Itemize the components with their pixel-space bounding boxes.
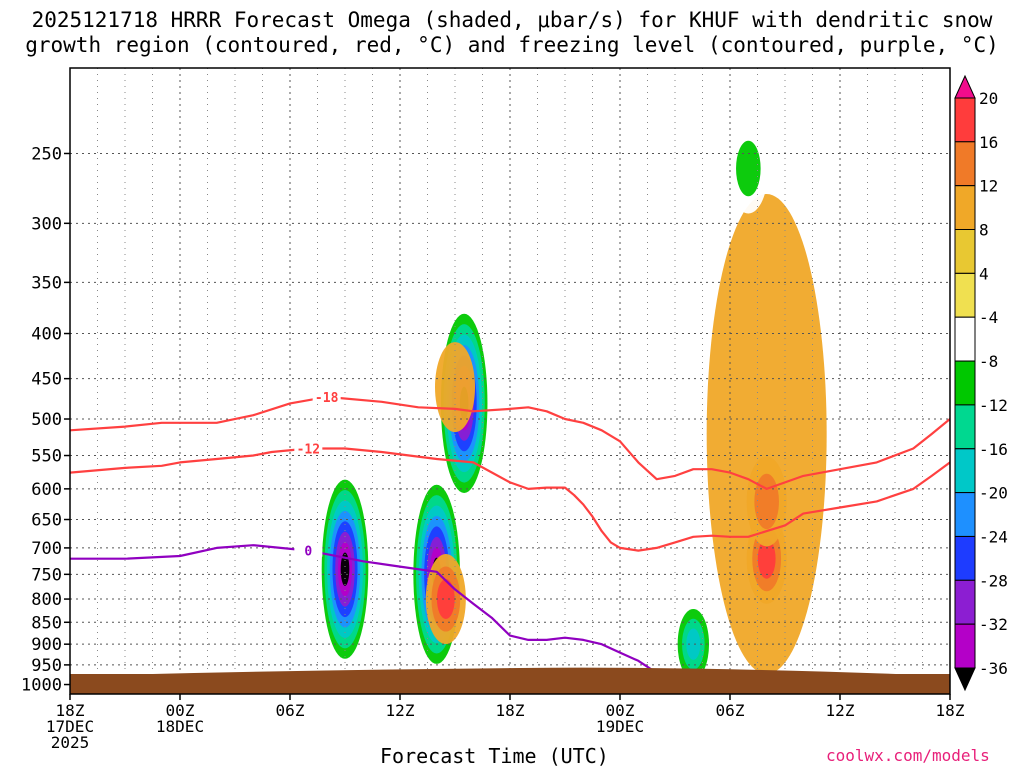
- colorbar-label-13: -36: [979, 659, 1008, 678]
- x-tick-label-5-0: 00Z: [606, 701, 635, 720]
- y-tick-label-900: 900: [31, 635, 62, 655]
- colorbar-segment-1: [954, 141, 976, 187]
- colorbar-label-10: -24: [979, 527, 1008, 546]
- x-tick-label-1-0: 00Z: [166, 701, 195, 720]
- omega-shade-5-0: [706, 194, 827, 675]
- y-tick-label-1000: 1000: [21, 676, 62, 696]
- colorbar-label-4: 4: [979, 264, 989, 283]
- colorbar-label-6: -8: [979, 352, 998, 371]
- colorbar-label-9: -20: [979, 484, 1008, 503]
- colorbar-label-2: 12: [979, 177, 998, 196]
- y-tick-label-700: 700: [31, 539, 62, 559]
- colorbar-segment-0: [954, 97, 976, 143]
- colorbar-segment-4: [954, 272, 976, 318]
- x-tick-label-8-0: 18Z: [936, 701, 965, 720]
- omega-shade-20-1: [736, 140, 761, 197]
- contour-label-0: 0: [304, 545, 312, 560]
- colorbar-bottom-arrow: [954, 667, 976, 692]
- colorbar-segment-10: [954, 536, 976, 581]
- y-tick-label-350: 350: [31, 273, 62, 293]
- terrain-profile: [70, 667, 950, 694]
- colorbar-label-11: -28: [979, 571, 1008, 590]
- omega-shade-16-2: [436, 579, 455, 620]
- colorbar-label-7: -12: [979, 396, 1008, 415]
- y-tick-label-450: 450: [31, 370, 62, 390]
- credit-link[interactable]: coolwx.com/models: [826, 746, 990, 765]
- colorbar-segment-11: [954, 579, 976, 625]
- contour-0: [70, 544, 676, 682]
- x-tick-label-0-0: 18Z: [56, 701, 85, 720]
- y-tick-label-950: 950: [31, 656, 62, 676]
- y-tick-label-250: 250: [31, 144, 62, 164]
- chart-title: 2025121718 HRRR Forecast Omega (shaded, …: [0, 8, 1024, 58]
- contour--12: [70, 447, 950, 552]
- omega-shade-17-2: [757, 538, 776, 579]
- contour-label--12: -12: [297, 442, 320, 457]
- colorbar-label-1: 16: [979, 133, 998, 152]
- x-tick-label-5-1: 19DEC: [596, 717, 644, 736]
- x-tick-label-0-2: 2025: [51, 733, 90, 752]
- x-tick-label-0-1: 17DEC: [46, 717, 94, 736]
- title-line-1: 2025121718 HRRR Forecast Omega (shaded, …: [31, 8, 993, 32]
- y-tick-label-300: 300: [31, 214, 62, 234]
- y-tick-label-500: 500: [31, 410, 62, 430]
- y-tick-label-800: 800: [31, 590, 62, 610]
- omega-shade-11-0: [288, 594, 329, 694]
- omega-shade-22-3: [686, 628, 701, 660]
- omega-shade-19-1: [754, 473, 779, 530]
- x-axis-label: Forecast Time (UTC): [380, 744, 609, 768]
- x-tick-label-3-0: 12Z: [386, 701, 415, 720]
- contour-label-bg--18: [312, 388, 341, 403]
- colorbar-label-5: -4: [979, 308, 998, 327]
- y-tick-label-400: 400: [31, 325, 62, 345]
- omega-shade-21-0: [517, 214, 558, 305]
- colorbar-label-0: 20: [979, 89, 998, 108]
- colorbar-segment-8: [954, 448, 976, 494]
- y-tick-label-850: 850: [31, 613, 62, 633]
- x-tick-label-4-0: 18Z: [496, 701, 525, 720]
- colorbar-label-8: -16: [979, 440, 1008, 459]
- colorbar-segment-12: [954, 623, 976, 669]
- colorbar-label-12: -32: [979, 615, 1008, 634]
- contour-label-bg--12: [294, 440, 323, 455]
- y-tick-label-550: 550: [31, 447, 62, 467]
- omega-shade-13-8: [340, 552, 350, 586]
- x-tick-label-1-1: 18DEC: [156, 717, 204, 736]
- colorbar-segment-6: [954, 360, 976, 406]
- y-tick-label-600: 600: [31, 480, 62, 500]
- colorbar-segment-9: [954, 492, 976, 537]
- title-line-2: growth region (contoured, red, °C) and f…: [25, 33, 999, 57]
- contour-label-bg-0: [294, 542, 323, 557]
- y-tick-label-650: 650: [31, 511, 62, 531]
- colorbar-segment-2: [954, 185, 976, 230]
- colorbar-top-arrow: [954, 74, 976, 99]
- colorbar-segment-7: [954, 404, 976, 450]
- y-tick-label-750: 750: [31, 565, 62, 585]
- colorbar-label-3: 8: [979, 221, 989, 240]
- x-tick-label-7-0: 12Z: [826, 701, 855, 720]
- contour--18: [70, 395, 950, 490]
- colorbar-segment-3: [954, 229, 976, 274]
- colorbar-segment-5: [954, 316, 976, 362]
- x-tick-label-6-0: 06Z: [716, 701, 745, 720]
- contour-label--18: -18: [315, 391, 339, 406]
- x-tick-label-2-0: 06Z: [276, 701, 305, 720]
